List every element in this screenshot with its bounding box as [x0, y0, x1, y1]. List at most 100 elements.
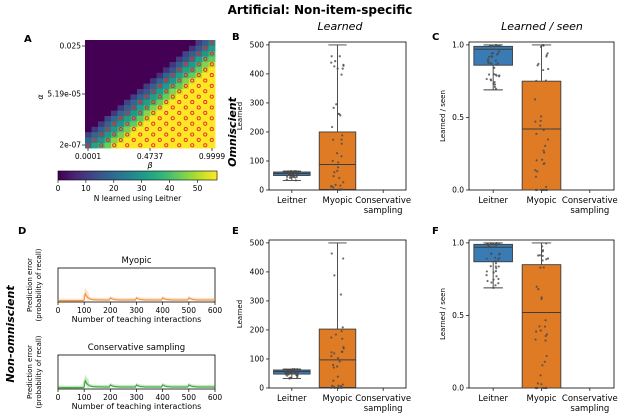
data-point: [489, 265, 492, 268]
data-point: [295, 373, 298, 376]
colorbar-segment: [79, 171, 83, 180]
heatmap-cell: [208, 77, 216, 84]
heatmap-cell: [150, 115, 157, 122]
colorbar-segment: [214, 171, 218, 180]
heatmap-cell: [111, 110, 118, 116]
heatmap-cell: [130, 94, 138, 100]
colorbar-segment: [118, 171, 122, 180]
heatmap-cell: [117, 56, 125, 62]
heatmap-cell: [111, 121, 118, 127]
heatmap-cell: [176, 72, 183, 79]
figure-title: Artificial: Non-item-specific: [228, 3, 413, 17]
data-point: [296, 371, 299, 374]
colorbar-segment: [111, 171, 115, 180]
heatmap-cell: [91, 45, 99, 52]
heatmap-marker: [138, 132, 143, 137]
heatmap-cell: [208, 126, 216, 133]
heatmap-cell: [202, 83, 209, 89]
data-point: [296, 173, 299, 176]
heatmap-marker: [209, 51, 214, 56]
heatmap-cell: [169, 104, 177, 111]
data-point: [535, 188, 538, 192]
heatmap-cell: [85, 50, 92, 57]
heatmap-marker: [183, 127, 188, 132]
heatmap-cell: [156, 77, 164, 84]
heatmap-cell: [137, 72, 144, 79]
y-tick-label: 500: [250, 238, 265, 247]
heatmap-cell: [143, 72, 151, 79]
heatmap-cell: [182, 121, 190, 127]
heatmap-cell: [208, 121, 216, 127]
colorbar-segment: [206, 171, 210, 180]
data-point: [497, 50, 501, 53]
boxplot-panel-c: 0.0 0.5 1.0 Learned / seen Leitner Myopic Cons…: [439, 40, 618, 216]
heatmap-cell: [85, 142, 92, 149]
heatmap-marker: [190, 132, 195, 137]
heatmap-cell: [104, 56, 112, 62]
heatmap-cell: [98, 72, 105, 79]
heatmap-cell: [91, 99, 99, 106]
data-point: [335, 103, 338, 106]
heatmap-cell: [163, 94, 170, 100]
heatmap-cell: [189, 40, 196, 46]
y-tick-label: 500: [250, 40, 265, 49]
heatmap-cell: [143, 50, 151, 57]
colorbar-segment: [150, 171, 154, 180]
y-tick-label: 2e-07: [59, 141, 81, 150]
data-point: [541, 250, 544, 253]
heatmap-cell: [137, 50, 144, 57]
data-point: [543, 151, 546, 154]
data-point: [534, 175, 538, 178]
heatmap-marker: [177, 121, 182, 126]
y-tick-label: 1.0: [452, 40, 464, 49]
heatmap-cell: [182, 56, 190, 62]
heatmap-cell: [182, 45, 190, 52]
heatmap-cell: [150, 56, 157, 62]
heatmap-marker: [196, 137, 201, 142]
heatmap-marker: [190, 143, 195, 148]
heatmap-cell: [104, 61, 112, 68]
heatmap-marker: [203, 67, 208, 72]
data-point: [534, 338, 537, 341]
data-point: [542, 266, 545, 269]
heatmap-cell: [156, 137, 164, 143]
data-point: [540, 297, 543, 301]
data-point: [287, 172, 290, 175]
data-point: [334, 183, 337, 186]
data-point: [538, 254, 542, 257]
panel-letter-e: E: [232, 226, 239, 237]
heatmap-cell: [163, 137, 170, 143]
data-point: [490, 281, 493, 284]
error-band: [58, 287, 215, 302]
heatmap-cell: [137, 142, 144, 149]
heatmap-cell: [208, 94, 216, 100]
heatmap-cell: [137, 40, 144, 46]
y-tick-label: 300: [250, 98, 265, 107]
colorbar-segment: [201, 171, 205, 180]
x-tick-label: 0.0001: [75, 152, 101, 161]
heatmap-cell: [91, 50, 99, 57]
heatmap-cell: [117, 126, 125, 133]
heatmap-cell: [182, 67, 190, 73]
data-point: [539, 45, 543, 48]
heatmap-cell: [163, 126, 170, 133]
y-tick-label: 0.0: [452, 384, 464, 393]
heatmap-cell: [130, 40, 138, 46]
data-point: [341, 337, 344, 340]
heatmap-cell: [91, 104, 99, 111]
error-band: [58, 374, 215, 389]
data-point: [288, 377, 291, 380]
heatmap-cell: [189, 77, 196, 84]
data-point: [536, 64, 539, 67]
data-point: [540, 296, 543, 299]
data-point: [546, 52, 549, 55]
heatmap-cell: [189, 115, 196, 122]
data-point: [342, 347, 345, 350]
heatmap-marker: [164, 89, 169, 94]
data-point: [486, 279, 489, 283]
heatmap-cell: [176, 121, 183, 127]
y-axis-label: Learned: [236, 300, 244, 328]
heatmap-marker: [144, 94, 149, 99]
heatmap-cell: [130, 115, 138, 122]
data-point: [341, 350, 344, 353]
